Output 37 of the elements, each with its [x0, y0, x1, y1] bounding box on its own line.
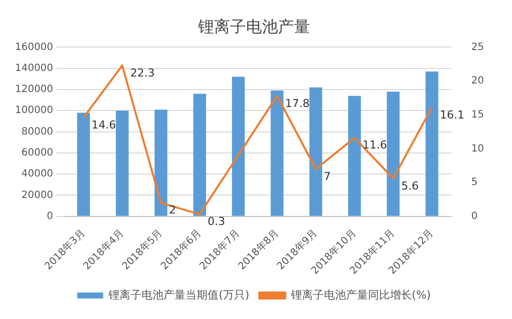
data-label: 7 — [324, 170, 331, 183]
legend-label: 锂离子电池产量当期值(万只) — [108, 288, 250, 302]
data-label: 17.8 — [285, 96, 310, 110]
y-tick-label: 140000 — [14, 62, 54, 74]
bar — [386, 92, 400, 216]
y2-tick-label: 10 — [471, 143, 484, 154]
chart-title: 锂离子电池产量 — [197, 16, 310, 36]
bar — [154, 110, 168, 216]
bar — [116, 110, 129, 216]
y2-tick-label: 20 — [471, 76, 484, 87]
bar — [77, 112, 90, 216]
bar — [193, 94, 206, 216]
data-label: 2 — [168, 204, 176, 217]
y2-tick-label: 25 — [471, 42, 484, 53]
y-tick-label: 40000 — [21, 168, 54, 180]
data-label: 22.3 — [130, 66, 155, 80]
data-label: 16.1 — [440, 108, 464, 122]
data-label: 5.6 — [401, 179, 419, 192]
y-tick-label: 20000 — [21, 190, 54, 201]
y2-tick-label: 15 — [471, 109, 484, 120]
bar — [426, 72, 438, 216]
bar — [309, 87, 322, 216]
bar — [270, 90, 284, 216]
y-tick-label: 100000 — [14, 105, 54, 116]
y-tick-label: 80000 — [21, 126, 54, 138]
data-label: 11.6 — [362, 138, 387, 152]
data-label: 0.3 — [208, 215, 226, 228]
bar — [232, 76, 245, 216]
y-tick-label: 120000 — [14, 84, 54, 96]
data-label: 14.6 — [92, 118, 116, 132]
y-tick-label: 160000 — [14, 42, 54, 53]
y2-tick-label: 5 — [471, 177, 478, 188]
y2-tick-label: 0 — [471, 210, 478, 222]
legend-label: 锂离子电池产量同比增长(%) — [290, 288, 431, 302]
bar — [348, 96, 361, 216]
y-tick-label: 0 — [46, 210, 54, 222]
y-tick-label: 60000 — [21, 148, 54, 159]
